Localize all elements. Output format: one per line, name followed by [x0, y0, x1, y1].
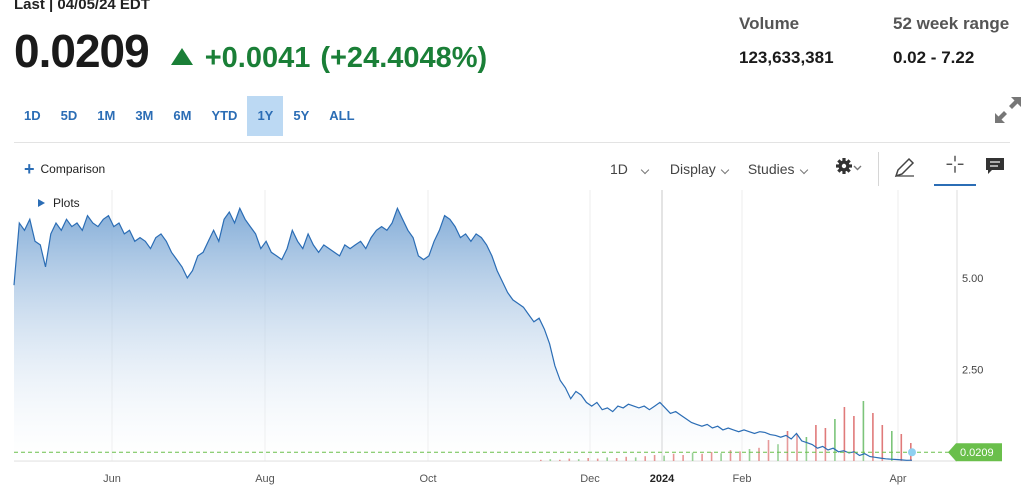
range-1y-button[interactable]: 1Y — [247, 96, 284, 136]
range-5y-button[interactable]: 5Y — [293, 108, 310, 123]
x-tick-label: Dec — [580, 473, 600, 485]
volume-bar — [815, 425, 817, 461]
plots-toggle[interactable]: Plots — [38, 196, 80, 210]
y-axis: 2.50 5.00 — [962, 273, 983, 377]
display-dropdown[interactable]: Display — [669, 161, 730, 177]
price-change: +0.0041 (+24.4048%) — [170, 42, 488, 75]
chart-toolbar: 1D Display Studies — [600, 152, 827, 186]
range-all-button[interactable]: ALL — [329, 108, 355, 123]
time-range-selector: 1D 5D 1M 3M 6M YTD 1Y 5Y ALL — [14, 96, 365, 136]
last-value-badge: 0.0209 — [948, 443, 1002, 462]
y-tick-label: 5.00 — [962, 273, 983, 285]
x-tick-label: Feb — [733, 473, 752, 485]
gear-icon[interactable] — [834, 152, 866, 186]
volume-bar — [834, 419, 836, 461]
last-price-dot — [908, 448, 916, 457]
price-line — [13, 206, 913, 461]
volume-bar — [853, 416, 855, 461]
last-timestamp: Last | 04/05/24 EDT — [14, 0, 150, 13]
volume-bar — [872, 413, 874, 461]
x-axis: Jun Aug Oct Dec 2024 Feb Apr — [103, 473, 907, 485]
crosshair-icon[interactable] — [934, 152, 976, 186]
last-price: 0.0209 — [14, 25, 150, 77]
toolbar-separator — [878, 152, 879, 186]
comparison-label: Comparison — [40, 162, 106, 176]
display-label: Display — [669, 161, 716, 177]
studies-label: Studies — [747, 161, 795, 177]
up-arrow-icon — [170, 48, 193, 65]
plus-icon: + — [24, 159, 35, 179]
volume-bar — [891, 431, 893, 461]
range-1d-button[interactable]: 1D — [24, 108, 41, 123]
range-ytd-button[interactable]: YTD — [211, 108, 238, 123]
toolbar-divider — [14, 142, 1010, 143]
studies-dropdown[interactable]: Studies — [747, 161, 808, 177]
range-1m-button[interactable]: 1M — [97, 108, 116, 123]
volume-bar — [862, 401, 865, 461]
volume-bar — [843, 407, 846, 461]
range-label: 52 week range — [893, 14, 1010, 33]
x-tick-label: Aug — [255, 473, 275, 485]
change-value: +0.0041 — [204, 42, 311, 74]
range-value: 0.02 - 7.22 — [893, 48, 975, 67]
x-tick-label: 2024 — [650, 473, 675, 485]
plots-label: Plots — [53, 196, 80, 210]
interval-dropdown[interactable]: 1D — [610, 161, 650, 177]
range-stat: 52 week range 0.02 - 7.22 — [893, 14, 1009, 68]
price-row: 0.0209 +0.0041 (+24.4048%) — [14, 24, 487, 78]
volume-bar — [900, 434, 903, 461]
last-value-badge-shape — [948, 443, 1002, 462]
x-tick-label: Jun — [103, 473, 121, 485]
comparison-button[interactable]: + Comparison — [24, 159, 106, 179]
range-3m-button[interactable]: 3M — [135, 108, 154, 123]
volume-stat: Volume 123,633,381 — [739, 14, 834, 68]
pencil-icon[interactable] — [892, 152, 918, 186]
y-tick-label: 2.50 — [962, 364, 983, 376]
volume-value: 123,633,381 — [739, 48, 834, 67]
x-tick-label: Oct — [419, 473, 436, 485]
volume-label: Volume — [739, 14, 800, 33]
interval-label: 1D — [610, 161, 628, 177]
volume-bar — [824, 428, 827, 461]
volume-bar — [881, 425, 884, 461]
range-6m-button[interactable]: 6M — [173, 108, 192, 123]
expand-icon[interactable] — [994, 96, 1022, 124]
last-value-text: 0.0209 — [960, 447, 994, 459]
change-percent: (+24.4048%) — [320, 42, 488, 74]
caret-right-icon — [38, 199, 45, 207]
range-5d-button[interactable]: 5D — [60, 108, 78, 123]
x-tick-label: Apr — [889, 473, 906, 485]
price-area — [14, 208, 912, 461]
chat-icon[interactable] — [984, 152, 1008, 186]
